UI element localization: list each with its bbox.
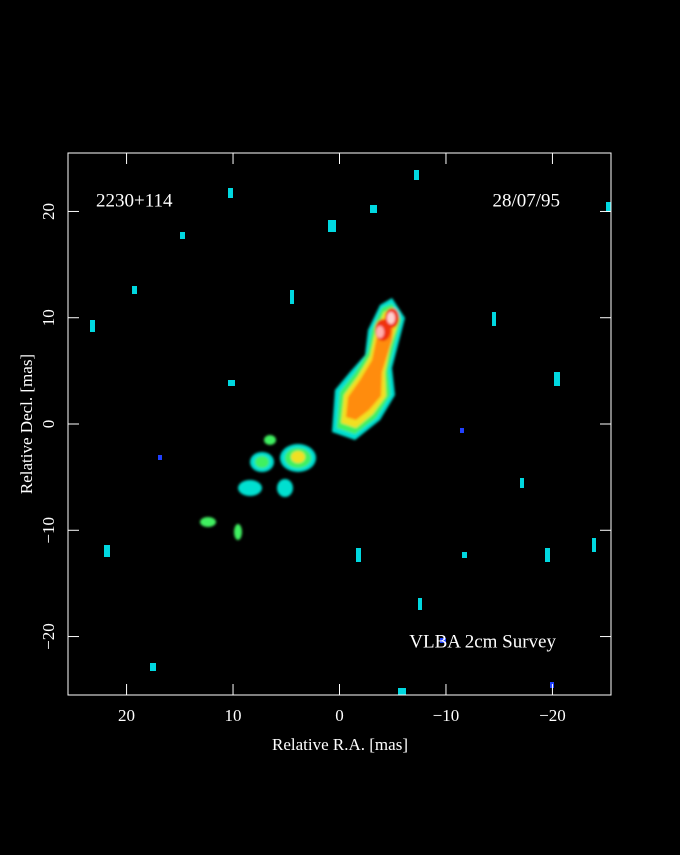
noise-spot [398, 688, 406, 695]
noise-spot [592, 538, 596, 552]
clump [234, 524, 242, 540]
y-tick-label: −20 [39, 623, 58, 650]
y-tick-label: 0 [39, 420, 58, 429]
noise-spot [418, 598, 422, 610]
noise-spot [132, 286, 137, 294]
jet-orange [346, 316, 394, 420]
noise-spot [370, 205, 377, 213]
noise-spot [228, 380, 235, 386]
noise-spot [554, 372, 560, 386]
x-tick-label: −20 [539, 706, 566, 725]
map-image [200, 298, 405, 540]
noise-spot [180, 232, 185, 239]
y-tick-label: 20 [39, 203, 58, 220]
core-white [376, 326, 384, 338]
y-tick-label: 10 [39, 309, 58, 326]
noise-spot [606, 202, 611, 212]
noise-spot [290, 290, 294, 304]
noise-spot [545, 548, 550, 562]
x-tick-label: 20 [118, 706, 135, 725]
noise-spot [104, 545, 110, 557]
noise-spot [356, 548, 361, 562]
x-tick-label: 0 [335, 706, 344, 725]
noise-spot [440, 638, 446, 643]
clump [264, 435, 276, 445]
noise-spot [520, 478, 524, 488]
clump [291, 451, 305, 463]
noise-spot [228, 188, 233, 198]
survey-label: VLBA 2cm Survey [409, 631, 556, 652]
noise-spot [492, 312, 496, 326]
clump [255, 456, 269, 468]
core-white [387, 312, 395, 324]
clump [200, 517, 216, 527]
noise-spot [328, 220, 336, 232]
noise-spot [150, 663, 156, 671]
clump [277, 479, 293, 497]
y-axis-label: Relative Decl. [mas] [17, 354, 36, 494]
x-axis-label: Relative R.A. [mas] [272, 735, 408, 754]
x-tick-label: −10 [433, 706, 460, 725]
noise-spot [90, 320, 95, 332]
noise-spot [460, 428, 464, 433]
x-tick-label: 10 [225, 706, 242, 725]
date-label: 28/07/95 [492, 190, 560, 211]
source-label: 2230+114 [96, 190, 173, 211]
clump [238, 480, 262, 496]
noise-spot [414, 170, 419, 180]
y-tick-label: −10 [39, 517, 58, 544]
noise-spot [462, 552, 467, 558]
noise-spot [158, 455, 162, 460]
